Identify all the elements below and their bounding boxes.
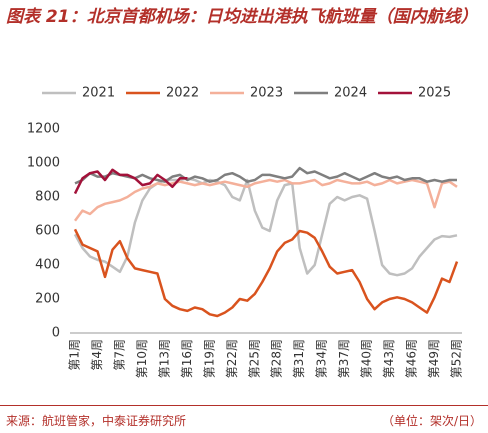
x-tick-label: 第19周 (202, 339, 216, 378)
y-tick-label: 800 (35, 190, 60, 205)
x-tick-label: 第4周 (90, 339, 104, 371)
x-tick-label: 第43周 (382, 339, 396, 378)
unit: （单位：架次/日） (381, 414, 482, 428)
x-tick-label: 第1周 (68, 339, 82, 371)
series-line (73, 168, 188, 195)
y-tick-label: 400 (35, 258, 60, 273)
legend-label: 2021 (82, 86, 115, 101)
legend-label: 2023 (250, 86, 283, 101)
series-line (73, 177, 458, 277)
series-line (73, 178, 458, 222)
series-line (73, 228, 459, 318)
series-line (74, 166, 457, 185)
x-tick-label: 第22周 (225, 339, 239, 378)
y-tick-label: 600 (35, 224, 60, 239)
legend-label: 2024 (334, 86, 367, 101)
x-tick-label: 第10周 (135, 339, 149, 378)
x-tick-label: 第13周 (157, 339, 171, 378)
y-tick-label: 0 (52, 326, 60, 341)
x-tick-label: 第16周 (180, 339, 194, 378)
x-tick-label: 第31周 (292, 339, 306, 378)
legend-label: 2025 (418, 86, 451, 101)
x-tick-label: 第46周 (405, 339, 419, 378)
x-tick-label: 第7周 (112, 339, 126, 371)
y-tick-label: 200 (35, 292, 60, 307)
x-tick-label: 第52周 (450, 339, 464, 378)
legend-label: 2022 (166, 86, 199, 101)
x-tick-label: 第25周 (247, 339, 261, 378)
x-tick-label: 第49周 (427, 339, 441, 378)
x-tick-label: 第34周 (315, 339, 329, 378)
source: 来源：航班管家，中泰证券研究所 (6, 414, 187, 428)
x-tick-label: 第28周 (270, 339, 284, 378)
chart-title: 图表 21：北京首都机场：日均进出港执飞航班量（国内航线） (6, 7, 478, 27)
y-tick-label: 1000 (27, 156, 60, 171)
x-tick-label: 第40周 (360, 339, 374, 378)
y-tick-label: 1200 (27, 122, 60, 137)
x-tick-label: 第37周 (337, 339, 351, 378)
footer: 来源：航班管家，中泰证券研究所 （单位：架次/日） (0, 405, 488, 428)
